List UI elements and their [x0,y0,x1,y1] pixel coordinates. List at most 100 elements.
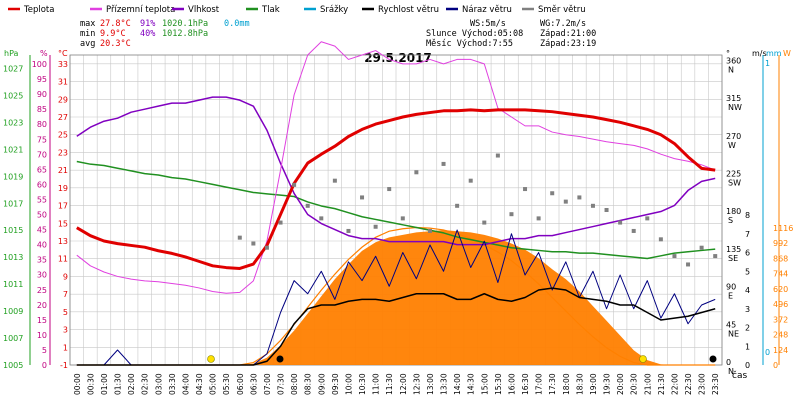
wind-direction-point [713,254,718,259]
wind-direction-point [482,220,487,225]
tick-time: 11:30 [385,373,394,395]
tick-wind: 4 [745,286,750,295]
tick-time: 08:30 [304,373,313,395]
wind-direction-point [373,224,378,229]
tick-time: 11:00 [372,373,381,395]
tick-direction-compass: NW [728,103,742,112]
series-wind-speed [76,287,716,366]
tick-time: 14:30 [467,373,476,395]
wind-direction-point [237,235,242,240]
tick-temperature: 27 [58,113,68,122]
tick-humidity: 45 [37,226,47,235]
stat-ws: WS:5m/s [470,19,506,29]
wind-direction-point [509,212,514,217]
tick-time: 20:30 [630,373,639,395]
tick-humidity: 85 [37,105,47,114]
tick-pressure: 1021 [3,145,23,154]
wind-direction-point [631,228,636,233]
tick-humidity: 30 [37,271,47,280]
tick-temperature: 5 [63,308,68,317]
tick-pressure: 1017 [3,199,23,208]
series-temperature [76,108,716,270]
tick-time: 21:30 [657,373,666,395]
tick-time: 06:30 [249,373,258,395]
tick-time: 01:00 [100,373,109,395]
tick-time: 02:30 [141,373,150,395]
tick-humidity: 10 [37,331,47,340]
stat-wg: WG:7.2m/s [540,19,586,29]
wind-direction-point [427,228,432,233]
tick-pressure: 1019 [3,172,23,181]
tick-time: 00:30 [86,373,95,395]
tick-wind: 7 [745,230,750,239]
tick-time: 12:00 [399,373,408,395]
series-humidity [76,96,716,246]
wind-direction-point [414,170,419,175]
tick-temperature: -1 [60,361,68,370]
wind-direction-point [360,195,365,200]
tick-humidity: 0 [42,361,47,370]
tick-time: 10:30 [358,373,367,395]
stat-avg-temp: 20.3°C [100,39,131,49]
axis-unit-direction: ° [726,49,730,58]
x-axis-label: čas [732,370,747,381]
tick-humidity: 90 [37,90,47,99]
tick-direction-compass: S [728,216,733,225]
tick-solar: 1116 [773,224,793,233]
tick-time: 13:30 [440,373,449,395]
tick-temperature: 31 [58,78,68,87]
axis-unit-humidity: % [40,49,48,58]
tick-solar: 496 [773,300,788,309]
wind-direction-point [577,195,582,200]
tick-time: 01:30 [114,373,123,395]
wind-direction-point [441,161,446,166]
tick-humidity: 75 [37,135,47,144]
tick-humidity: 40 [37,241,47,250]
tick-pressure: 1007 [3,334,23,343]
wind-direction-point [672,254,677,259]
moonrise-icon [276,355,284,363]
legend-label: Teplota [23,5,54,15]
wind-direction-point [604,208,609,212]
stat-max-rain: 0.0mm [224,19,250,29]
wind-direction-point [455,203,460,208]
tick-temperature: 15 [58,219,68,228]
axis-unit-temperature: °C [58,49,68,58]
tick-humidity: 15 [37,316,47,325]
axis-unit-pressure: hPa [4,49,19,58]
tick-direction: 315 [726,94,741,103]
wind-direction-point [699,245,704,250]
wind-direction-point [346,228,351,233]
legend: Teplota Přízemní teplota Vlhkost Tlak Srážky… [8,5,586,15]
tick-time: 13:00 [426,373,435,395]
tick-wind: 3 [745,305,750,314]
tick-temperature: 21 [58,166,68,175]
tick-time: 23:30 [711,373,720,395]
tick-time: 05:30 [222,373,231,395]
tick-solar: 248 [773,331,788,340]
tick-time: 23:00 [698,373,707,395]
tick-pressure: 1013 [3,253,23,262]
tick-wind: 1 [745,342,750,351]
wind-direction-point [495,153,500,158]
tick-pressure: 1009 [3,307,23,316]
tick-temperature: 17 [58,202,68,211]
legend-label: Srážky [320,5,348,15]
stat-max-temp: 27.8°C [100,19,131,29]
tick-time: 03:00 [154,373,163,395]
wind-direction-point [400,216,405,221]
tick-direction: 180 [726,207,741,216]
tick-humidity: 5 [42,346,47,355]
tick-direction-compass: E [728,292,733,301]
stat-max-hum: 91% [140,19,155,29]
moonset-icon [709,355,717,363]
wind-direction-point [332,178,337,183]
series-pressure [76,160,716,260]
tick-temperature: 23 [58,148,68,157]
tick-direction: 135 [726,245,741,254]
axis-unit-precip: mm [766,49,782,58]
tick-humidity: 50 [37,211,47,220]
wind-direction-point [292,182,297,187]
stat-max-press: 1020.1hPa [162,19,208,29]
